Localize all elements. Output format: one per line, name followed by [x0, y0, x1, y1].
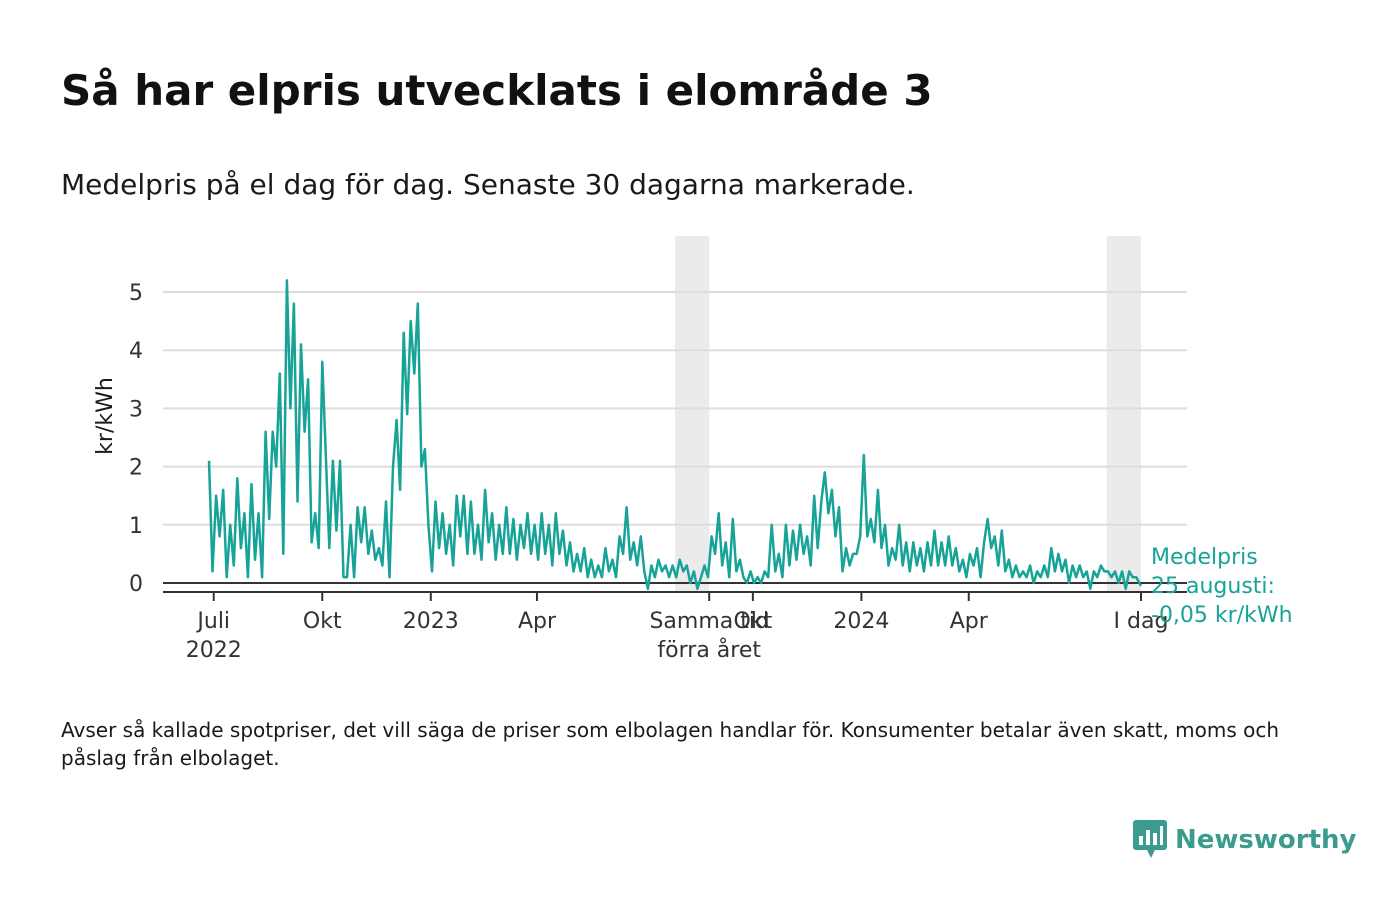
y-tick-label-0: 0	[129, 572, 143, 597]
series-line-medelpris	[207, 279, 1143, 591]
highlight-bands	[675, 236, 1141, 592]
x-tick-label-6-0: 2024	[833, 609, 889, 634]
x-tick-label-7-0: Apr	[950, 609, 989, 634]
annotation-line-1: 25 augusti:	[1151, 574, 1275, 599]
x-tick-label-3-0: Apr	[518, 609, 557, 634]
newsworthy-logo-icon	[1133, 820, 1167, 858]
brand-logo: Newsworthy	[1133, 820, 1356, 860]
x-axis-ticks: Juli 2022 Okt 2023 Apr Samma tid förra året Okt…	[186, 592, 1169, 663]
x-tick-label-8-0: I dag	[1114, 609, 1169, 634]
price-line-chart: 0 1 2 3 4 5 Juli 2022 Okt 2023 Apr Samma tid förra …	[93, 236, 1293, 663]
annotation-line-0: Medelpris	[1151, 545, 1258, 570]
x-tick-label-1-0: Okt	[303, 609, 342, 634]
chart-subtitle: Medelpris på el dag för dag. Senaste 30 …	[61, 168, 915, 201]
y-tick-label-2: 2	[129, 456, 143, 481]
highlight-band-0	[675, 236, 710, 592]
y-tick-label-3: 3	[129, 397, 143, 422]
highlight-band-1	[1106, 236, 1141, 592]
annotation-line-2: -0,05 kr/kWh	[1151, 603, 1293, 628]
y-tick-label-4: 4	[129, 339, 143, 364]
x-tick-label-2-0: 2023	[403, 609, 459, 634]
y-axis-label: kr/kWh	[93, 377, 118, 455]
footnote: Avser så kallade spotpriser, det vill sä…	[61, 718, 1280, 770]
x-tick-label-4-0: Samma tid	[649, 609, 769, 634]
x-tick-label-0-1: 2022	[186, 638, 242, 663]
x-tick-label-5-0: Okt	[734, 609, 773, 634]
chart-title: Så har elpris utvecklats i elområde 3	[61, 66, 933, 115]
latest-value-annotation: Medelpris 25 augusti: -0,05 kr/kWh	[1151, 545, 1293, 628]
brand-name: Newsworthy	[1175, 825, 1357, 855]
y-axis-ticks: 0 1 2 3 4 5	[129, 281, 143, 597]
x-tick-label-4-1: förra året	[657, 637, 761, 663]
x-tick-label-0-0: Juli	[195, 609, 230, 634]
y-tick-label-5: 5	[129, 281, 143, 306]
y-tick-label-1: 1	[129, 514, 143, 539]
grid-lines	[163, 291, 1187, 526]
